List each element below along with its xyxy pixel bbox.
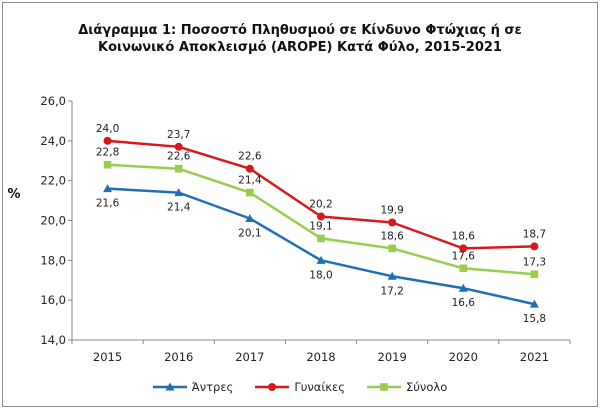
data-label: 21,4 <box>238 175 262 187</box>
y-tick-label: 16,0 <box>40 293 66 307</box>
data-point <box>530 270 539 279</box>
legend: Άντρες Γυναίκες Σύνολο <box>0 380 600 394</box>
data-point <box>317 212 325 221</box>
data-label: 15,8 <box>523 313 546 325</box>
data-point <box>388 244 396 253</box>
x-tick-label: 2018 <box>306 350 335 364</box>
data-point <box>316 255 326 264</box>
y-tick-label: 20,0 <box>40 214 66 228</box>
chart-title-line-2: Κοινωνικό Αποκλεισμό (AROPE) Κατά Φύλο, … <box>98 40 502 55</box>
data-point <box>245 164 254 173</box>
data-point <box>246 188 254 197</box>
series-group: 21,6 21,4 20,1 18,0 17,2 16,6 15,8 24,0 23,7 22,6… <box>96 123 546 325</box>
x-tick-label: 2016 <box>164 350 193 364</box>
legend-label: Άντρες <box>191 380 234 394</box>
data-label: 20,1 <box>238 228 261 240</box>
data-point <box>174 164 183 173</box>
series-3: 22,8 22,6 21,4 19,1 18,6 17,6 17,3 <box>96 147 546 279</box>
data-point <box>174 142 183 151</box>
legend-item: Άντρες <box>152 380 234 394</box>
y-axis-label: % <box>7 187 20 202</box>
legend-swatch-marker <box>165 382 175 391</box>
data-label: 22,6 <box>167 151 191 163</box>
y-tick-label: 24,0 <box>40 134 66 148</box>
x-tick-label: 2019 <box>378 350 407 364</box>
data-point <box>388 218 397 227</box>
legend-item: Γυναίκες <box>255 380 345 394</box>
series-2: 24,0 23,7 22,6 20,2 19,9 18,6 18,7 <box>96 123 546 253</box>
data-label: 22,8 <box>96 147 119 159</box>
data-point <box>103 160 112 169</box>
data-label: 18,0 <box>309 269 332 281</box>
data-label: 18,6 <box>452 230 476 242</box>
x-tick-label: 2017 <box>235 350 264 364</box>
legend-swatch-marker <box>268 383 277 391</box>
data-label: 16,6 <box>452 297 476 309</box>
chart-title: Διάγραμμα 1: Ποσοστό Πληθυσμού σε Κίνδυν… <box>0 22 600 56</box>
series-1: 21,6 21,4 20,1 18,0 17,2 16,6 15,8 <box>96 184 546 325</box>
axes: 14,0 16,0 18,0 20,0 22,0 24,0 26,0 2015 2016 2017… <box>40 94 571 364</box>
y-tick-label: 22,0 <box>40 174 66 188</box>
legend-swatch <box>255 383 290 391</box>
x-tick-label: 2020 <box>449 350 478 364</box>
data-label: 20,2 <box>309 199 332 211</box>
data-label: 19,9 <box>380 204 403 216</box>
data-point <box>317 234 325 243</box>
data-label: 22,6 <box>238 151 262 163</box>
legend-item: Σύνολο <box>367 380 447 394</box>
data-point <box>245 214 255 223</box>
legend-label: Γυναίκες <box>294 380 346 394</box>
legend-swatch-marker <box>380 383 388 391</box>
legend-label: Σύνολο <box>406 380 448 394</box>
data-point <box>387 271 397 280</box>
data-label: 19,1 <box>309 220 332 232</box>
data-point <box>174 188 184 197</box>
data-point <box>458 283 468 292</box>
data-label: 17,3 <box>523 256 546 268</box>
data-point <box>459 244 468 253</box>
data-label: 18,6 <box>380 230 404 242</box>
data-point <box>529 299 539 308</box>
y-tick-label: 18,0 <box>40 253 66 267</box>
data-label: 24,0 <box>96 123 119 135</box>
y-tick-label: 14,0 <box>40 333 66 347</box>
data-label: 23,7 <box>167 129 190 141</box>
chart-title-line-1: Διάγραμμα 1: Ποσοστό Πληθυσμού σε Κίνδυν… <box>78 23 522 38</box>
data-point <box>530 242 539 251</box>
legend-swatch <box>367 383 402 391</box>
data-point <box>103 184 113 193</box>
data-label: 21,4 <box>167 202 191 214</box>
x-tick-label: 2021 <box>520 350 549 364</box>
x-tick-label: 2015 <box>93 350 122 364</box>
legend-swatch <box>152 382 187 391</box>
data-label: 18,7 <box>523 228 546 240</box>
data-label: 21,6 <box>96 198 120 210</box>
data-label: 17,6 <box>452 250 476 262</box>
data-point <box>103 136 112 145</box>
y-tick-label: 26,0 <box>40 94 66 108</box>
data-point <box>459 264 468 273</box>
data-label: 17,2 <box>380 285 403 297</box>
